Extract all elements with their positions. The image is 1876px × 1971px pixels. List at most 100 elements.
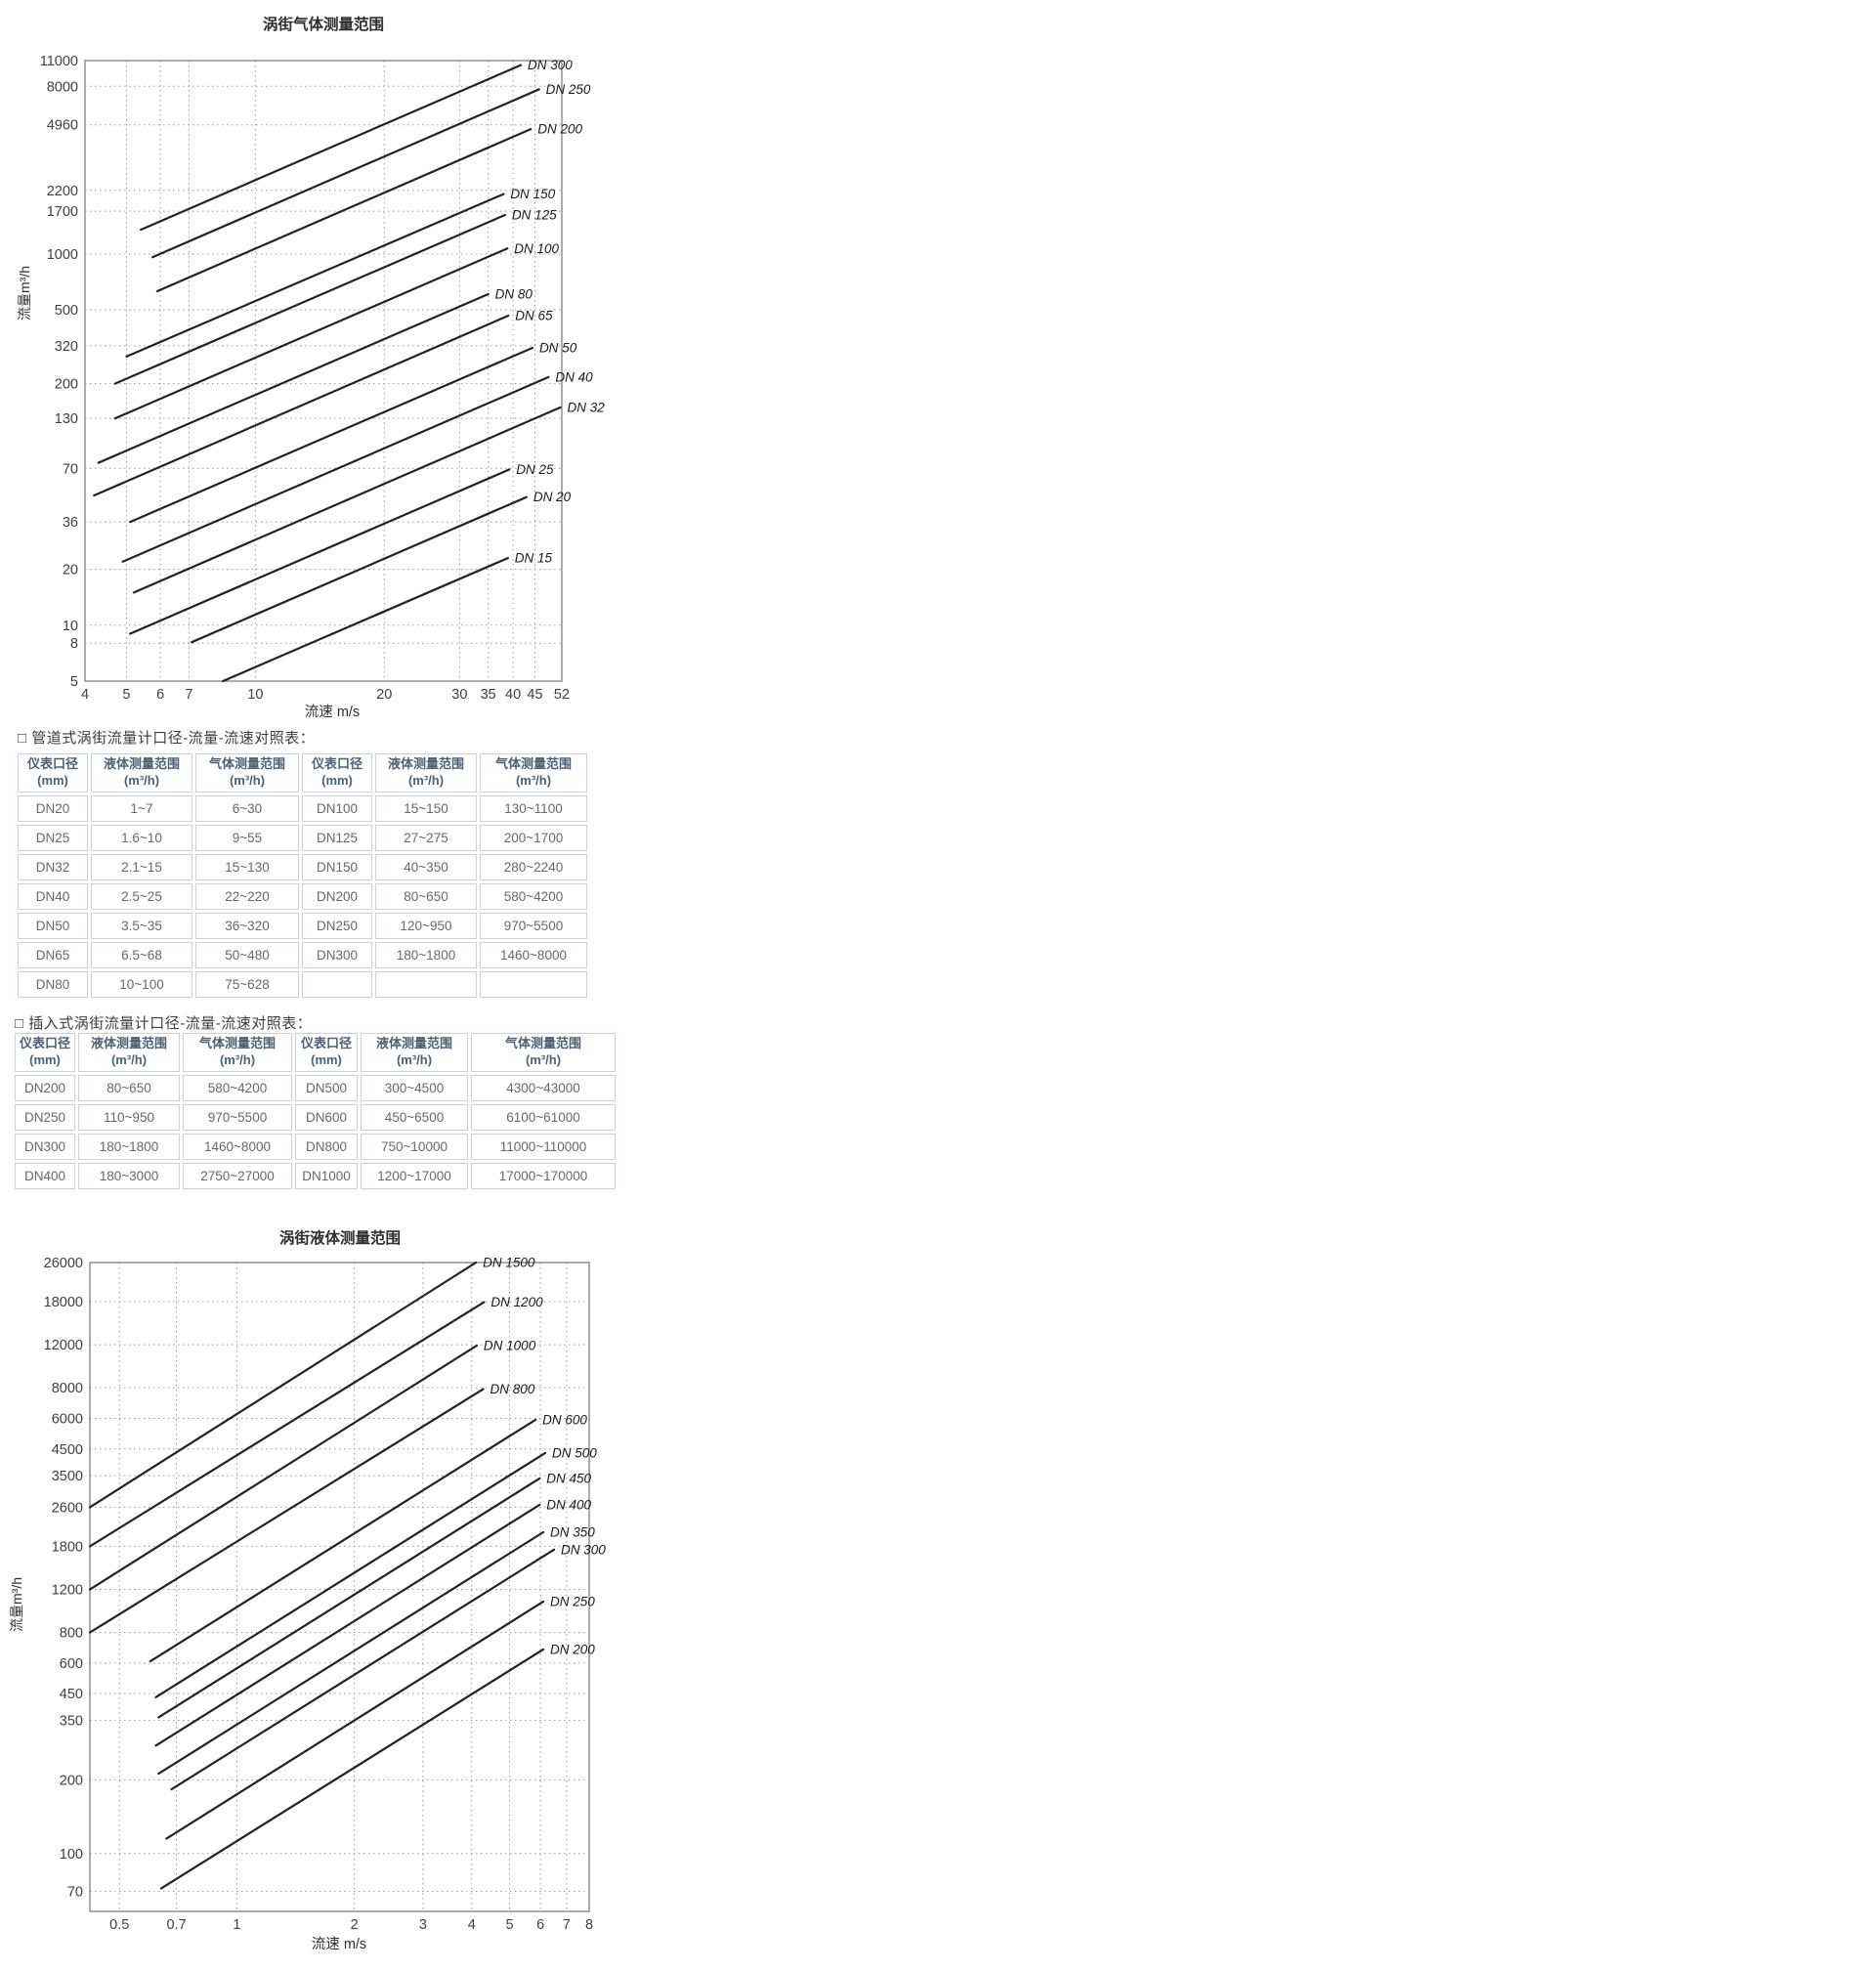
series-label: DN 300 — [528, 58, 573, 72]
series-label: DN 20 — [533, 490, 572, 504]
x-tick-label: 1 — [233, 1917, 240, 1933]
series-line — [191, 495, 528, 644]
table-cell: 11000~110000 — [471, 1133, 616, 1160]
series-line — [157, 1477, 541, 1719]
table-cell: 15~150 — [375, 794, 477, 822]
x-tick-label: 40 — [505, 687, 521, 703]
series-label: DN 250 — [550, 1594, 595, 1608]
table-cell: 1460~8000 — [480, 941, 587, 968]
x-tick-label: 3 — [419, 1917, 427, 1933]
y-tick-label: 200 — [60, 1773, 83, 1788]
table-cell: DN50 — [18, 912, 88, 939]
series-line — [129, 468, 511, 635]
chart-title: 涡街液体测量范围 — [279, 1228, 401, 1247]
y-tick-label: 4960 — [47, 118, 78, 134]
x-axis-title: 流速 m/s — [312, 1936, 366, 1952]
table-header-row: 仪表口径 (mm) 液体测量范围 (m³/h) 气体测量范围 (m³/h) 仪表口径 (mm)… — [18, 753, 587, 793]
series-line — [154, 1451, 547, 1698]
liquid-measuring-range-chart: DN 1500 DN 1200 DN 1000 DN 800 DN 600 DN 500 D… — [9, 1228, 606, 1952]
y-tick-label: 1000 — [47, 247, 78, 263]
table-cell: DN400 — [15, 1162, 75, 1189]
table-cell: DN250 — [15, 1103, 75, 1131]
y-tick-label: 1800 — [52, 1539, 83, 1555]
series-line — [222, 556, 509, 683]
table-cell: 80~650 — [78, 1074, 180, 1101]
table-row: DN400 180~3000 2750~27000 DN1000 1200~17000 1… — [15, 1162, 616, 1189]
table-cell: 180~1800 — [375, 941, 477, 968]
series-line — [139, 64, 523, 232]
y-tick-label: 6000 — [52, 1411, 83, 1427]
y-tick-label: 70 — [63, 461, 78, 477]
table-cell: 200~1700 — [480, 824, 587, 851]
table-cell: 1460~8000 — [183, 1133, 292, 1160]
series-label: DN 25 — [516, 462, 554, 477]
table-row: DN65 6.5~68 50~480 DN300 180~1800 1460~8000 — [18, 941, 587, 968]
y-tick-label: 5 — [70, 674, 78, 690]
table-cell: DN100 — [302, 794, 372, 822]
x-tick-label: 52 — [554, 687, 570, 703]
y-tick-label: 20 — [63, 563, 78, 578]
table-row: DN250 110~950 970~5500 DN600 450~6500 6100~61… — [15, 1103, 616, 1131]
table-cell: DN32 — [18, 853, 88, 880]
series-label: DN 80 — [495, 287, 533, 302]
table-cell: DN65 — [18, 941, 88, 968]
series-label: DN 200 — [550, 1642, 595, 1656]
series-label: DN 125 — [512, 208, 557, 223]
table-cell: DN300 — [15, 1133, 75, 1160]
y-tick-label: 70 — [67, 1885, 83, 1901]
x-tick-label: 0.5 — [109, 1917, 129, 1933]
table-row: DN300 180~1800 1460~8000 DN800 750~10000 1100… — [15, 1133, 616, 1160]
table-cell: 75~628 — [195, 970, 299, 998]
x-tick-label: 4 — [468, 1917, 476, 1933]
x-tick-label: 4 — [81, 687, 89, 703]
table-cell: 580~4200 — [480, 882, 587, 910]
table-cell: DN200 — [302, 882, 372, 910]
plot-border — [84, 60, 563, 682]
x-tick-label: 45 — [527, 687, 542, 703]
table-cell: 1~7 — [91, 794, 192, 822]
table-cell: 22~220 — [195, 882, 299, 910]
x-tick-label: 6 — [156, 687, 164, 703]
y-tick-label: 3500 — [52, 1469, 83, 1484]
table-cell: 6.5~68 — [91, 941, 192, 968]
table-cell: 970~5500 — [183, 1103, 292, 1131]
series-label: DN 32 — [568, 400, 606, 414]
table-header-row: 仪表口径 (mm) 液体测量范围 (m³/h) 气体测量范围 (m³/h) 仪表口径 (mm)… — [15, 1033, 616, 1072]
y-axis-title: 流量m³/h — [9, 1577, 24, 1632]
table-cell: 6100~61000 — [471, 1103, 616, 1131]
chart-title: 涡街气体测量范围 — [263, 15, 384, 33]
series-line — [97, 292, 490, 464]
table-row: DN200 80~650 580~4200 DN500 300~4500 4300~430… — [15, 1074, 616, 1101]
table-cell: 40~350 — [375, 853, 477, 880]
column-header: 气体测量范围 (m³/h) — [183, 1033, 292, 1072]
series-label: DN 450 — [546, 1471, 591, 1485]
series-line — [157, 1530, 545, 1776]
x-tick-label: 7 — [185, 687, 192, 703]
y-tick-label: 100 — [60, 1847, 83, 1863]
y-tick-label: 450 — [60, 1687, 83, 1702]
series-line — [88, 1261, 478, 1509]
series-label: DN 500 — [552, 1445, 597, 1460]
x-tick-label: 30 — [451, 687, 467, 703]
table-cell: 970~5500 — [480, 912, 587, 939]
series-line — [113, 213, 506, 385]
x-axis-title: 流速 m/s — [305, 704, 360, 720]
table-cell: 3.5~35 — [91, 912, 192, 939]
table-cell: 300~4500 — [361, 1074, 468, 1101]
table-cell: DN25 — [18, 824, 88, 851]
series-line — [149, 1418, 537, 1663]
table-cell: 50~480 — [195, 941, 299, 968]
y-tick-label: 4500 — [52, 1442, 83, 1458]
table-cell: 130~1100 — [480, 794, 587, 822]
table-cell: 110~950 — [78, 1103, 180, 1131]
series-line — [88, 1301, 486, 1548]
series-label: DN 100 — [514, 241, 559, 256]
table-cell: DN150 — [302, 853, 372, 880]
table-cell: 1.6~10 — [91, 824, 192, 851]
table-row: DN40 2.5~25 22~220 DN200 80~650 580~4200 — [18, 882, 587, 910]
series-label: DN 1000 — [484, 1338, 536, 1352]
y-tick-label: 2200 — [47, 184, 78, 199]
series-label: DN 400 — [546, 1497, 591, 1512]
y-tick-label: 8000 — [47, 79, 78, 95]
